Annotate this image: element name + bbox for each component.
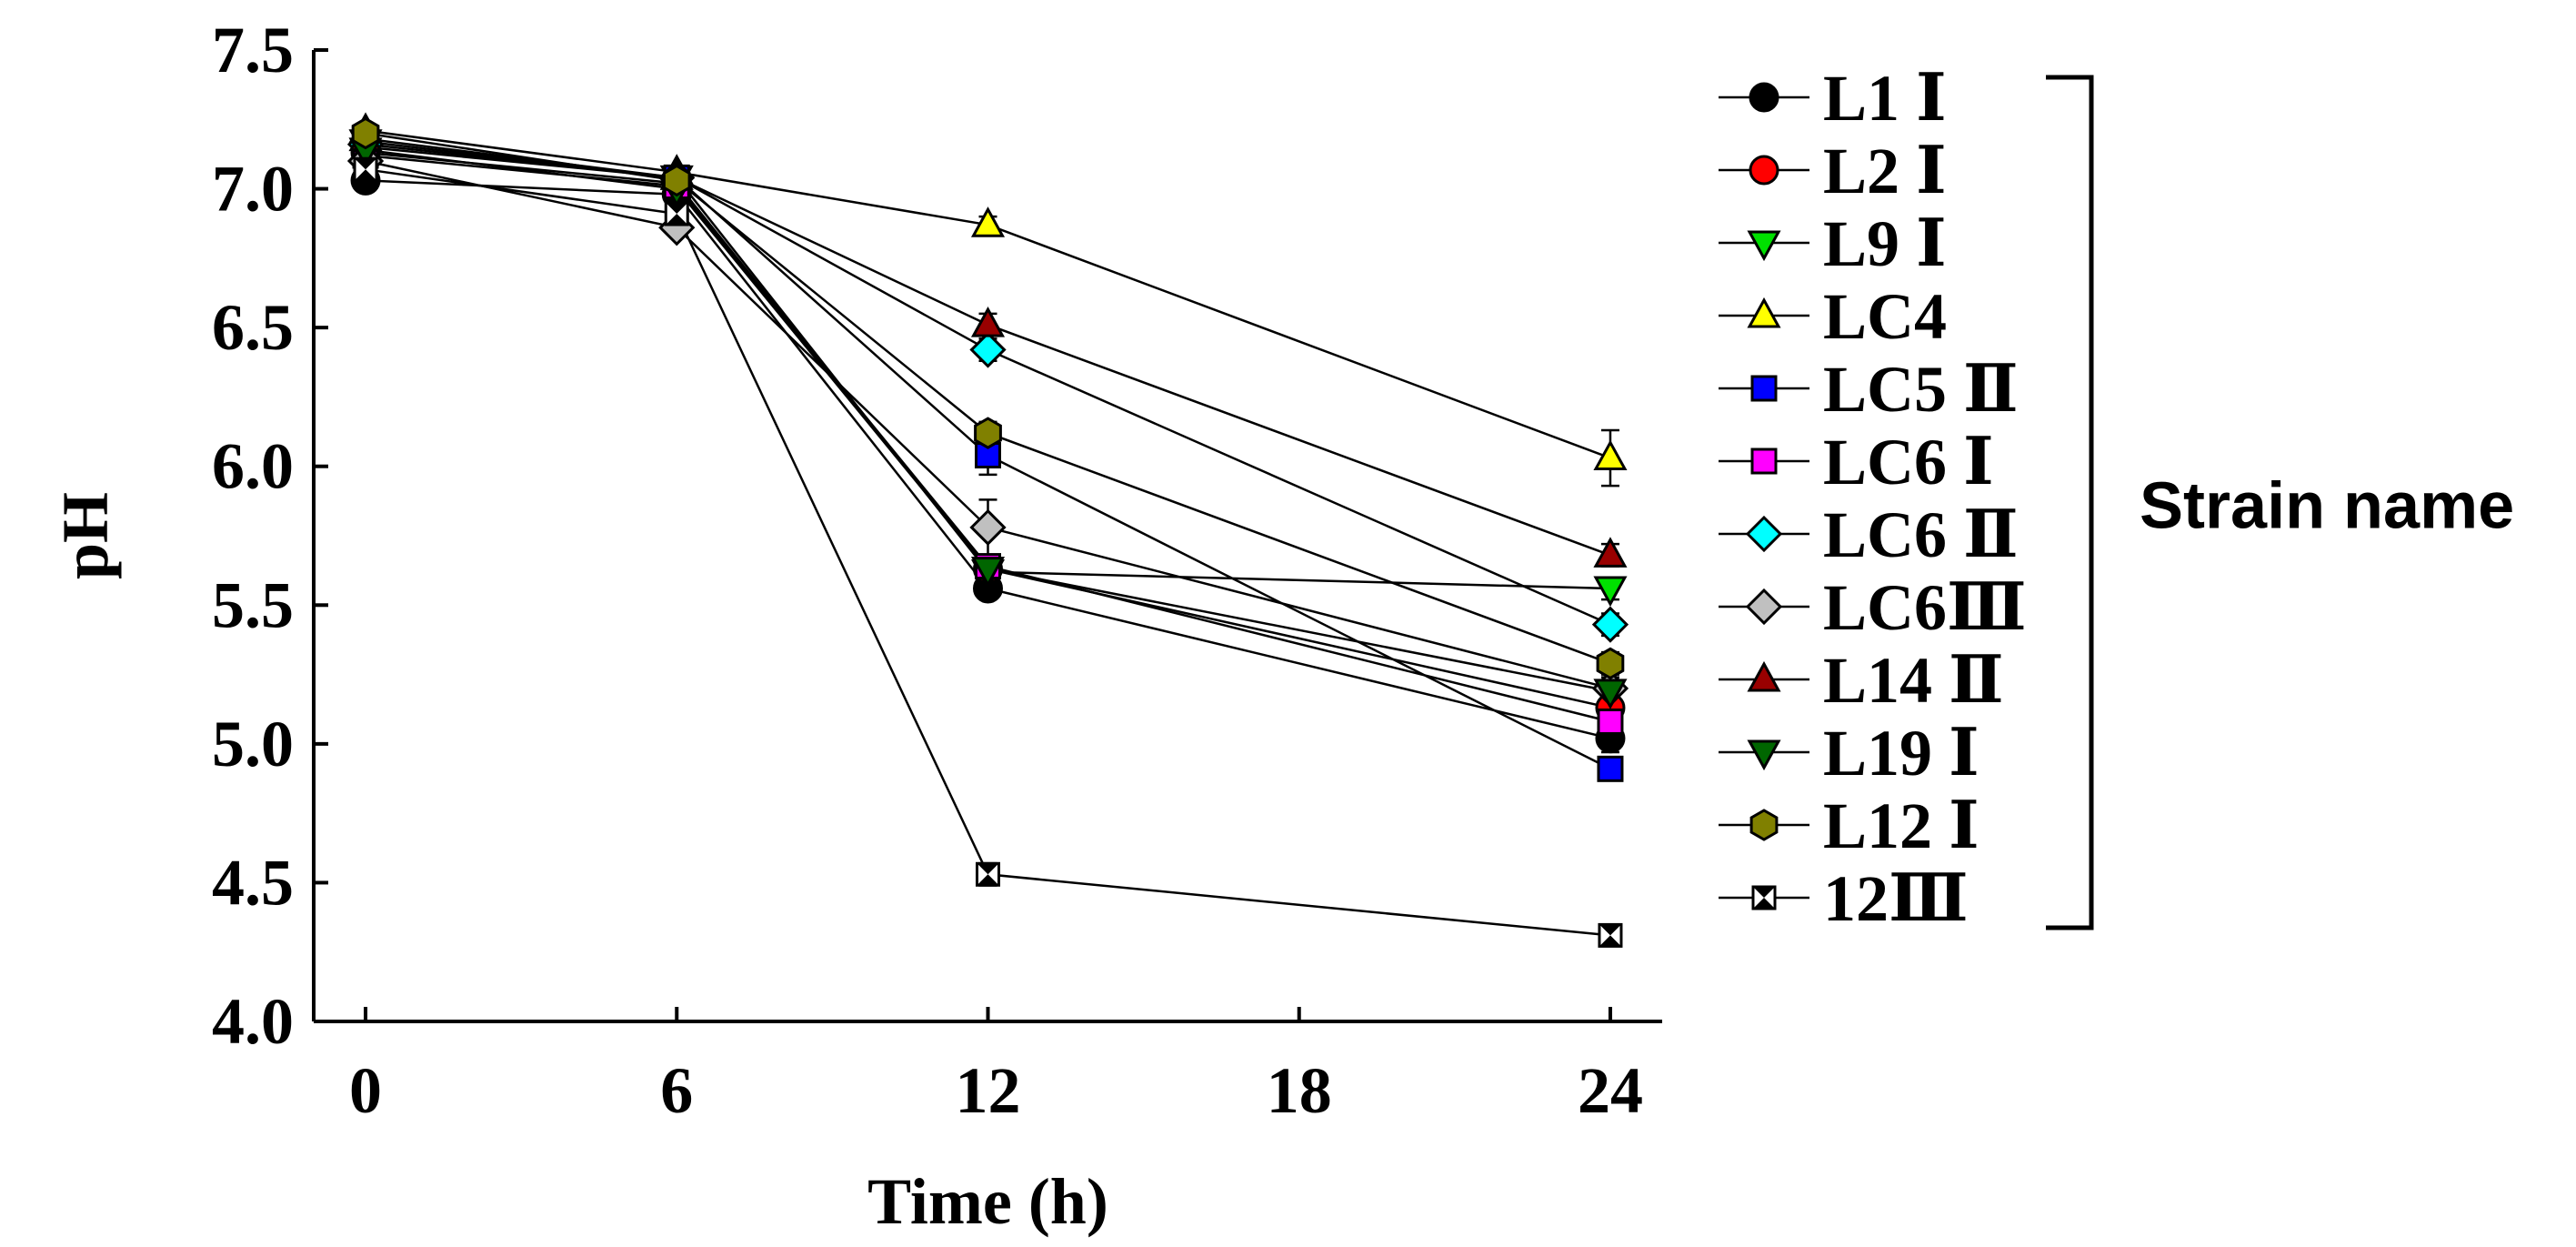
data-point — [974, 417, 1002, 449]
x-tick-label: 12 — [956, 1054, 1021, 1127]
legend-marker — [1750, 375, 1778, 402]
x-tick-label: 24 — [1578, 1054, 1643, 1127]
legend-group-label: Strain name — [2140, 470, 2514, 543]
legend-marker — [1747, 660, 1781, 692]
series-line — [365, 129, 1611, 459]
legend-marker — [1745, 588, 1783, 626]
data-point — [1597, 708, 1624, 735]
legend-marker — [1745, 515, 1783, 553]
series-line — [365, 146, 1611, 770]
legend-label: L12 Ⅰ — [1823, 789, 1980, 862]
legend-item: LC6 Ⅱ — [1719, 498, 2019, 571]
legend-item: L12 Ⅰ — [1719, 789, 1980, 862]
x-tick-label: 0 — [349, 1054, 382, 1127]
y-tick-label: 4.5 — [212, 846, 294, 919]
y-tick-label: 6.0 — [212, 430, 294, 503]
legend-item: 12Ⅲ — [1719, 862, 1969, 935]
data-point — [1598, 922, 1623, 948]
legend-label: LC6 Ⅱ — [1823, 498, 2019, 571]
legend-label: LC4 — [1823, 280, 1947, 353]
legend-label: L9 Ⅰ — [1823, 207, 1947, 280]
x-tick-label: 6 — [660, 1054, 693, 1127]
data-point — [662, 164, 691, 197]
legend-label: LC5 Ⅱ — [1823, 353, 2019, 426]
data-point — [969, 508, 1007, 546]
data-point — [353, 156, 378, 182]
x-axis-title: Time (h) — [867, 1165, 1108, 1238]
series-line — [365, 148, 1611, 693]
data-point — [1593, 537, 1628, 568]
series-line — [365, 167, 1611, 937]
x-tick-label: 18 — [1267, 1054, 1332, 1127]
y-tick-label: 7.5 — [212, 14, 294, 86]
y-tick-label: 6.5 — [212, 291, 294, 364]
axes: 4.0 4.5 5.0 5.5 6.0 6.5 7.0 7.5 0 6 12 18 24 — [212, 14, 1662, 1127]
legend-item: L19 Ⅰ — [1719, 717, 1980, 789]
series-line — [365, 179, 1611, 740]
y-axis-title: pH — [49, 492, 122, 579]
y-tick-label: 5.0 — [212, 708, 294, 780]
series-markers — [346, 112, 1629, 948]
legend-label: 12Ⅲ — [1823, 862, 1969, 935]
data-point — [970, 557, 1006, 588]
legend-label: LC6 Ⅰ — [1823, 426, 1994, 498]
legend-label: L14 Ⅱ — [1823, 644, 2004, 717]
legend-item: L1 Ⅰ — [1719, 62, 1947, 135]
data-point — [1593, 576, 1628, 608]
y-tick-label: 4.0 — [212, 985, 294, 1058]
series-line — [365, 132, 1611, 665]
data-point — [351, 116, 380, 150]
series-line — [365, 143, 1611, 626]
legend-marker — [1751, 885, 1777, 910]
legend-marker — [1749, 809, 1779, 841]
legend-marker — [1749, 155, 1779, 186]
legend-marker — [1747, 739, 1781, 771]
series-line — [365, 137, 1611, 557]
y-tick-label: 7.0 — [212, 153, 294, 226]
legend-item: L14 Ⅱ — [1719, 644, 2004, 717]
legend-marker — [1749, 82, 1779, 113]
y-axis-ticks: 4.0 4.5 5.0 5.5 6.0 6.5 7.0 7.5 — [212, 14, 328, 1058]
legend-item: LC5 Ⅱ — [1719, 353, 2019, 426]
legend-marker — [1747, 297, 1781, 328]
legend-marker — [1750, 448, 1778, 475]
legend-marker — [1747, 230, 1781, 262]
legend-label: LC6Ⅲ — [1823, 571, 2027, 644]
data-point — [1593, 679, 1628, 709]
x-axis-ticks: 0 6 12 18 24 — [349, 1007, 1643, 1127]
data-point — [969, 331, 1007, 368]
legend-bracket — [2046, 75, 2094, 930]
data-point — [1591, 606, 1629, 643]
data-point — [1597, 755, 1624, 782]
series-lines — [365, 129, 1611, 937]
legend-item: LC6 Ⅰ — [1719, 426, 1994, 498]
data-point — [970, 306, 1006, 337]
legend-item: LC4 — [1719, 280, 1947, 353]
data-point — [976, 861, 1000, 887]
y-tick-label: 5.5 — [212, 568, 294, 641]
legend-item: L2 Ⅰ — [1719, 135, 1947, 207]
legend-label: L19 Ⅰ — [1823, 717, 1980, 789]
data-point — [1596, 647, 1625, 680]
legend-label: L1 Ⅰ — [1823, 62, 1947, 135]
data-point — [970, 206, 1006, 237]
legend-label: L2 Ⅰ — [1823, 135, 1947, 207]
data-point — [1593, 439, 1628, 471]
legend-item: L9 Ⅰ — [1719, 207, 1947, 280]
data-point — [664, 201, 689, 226]
legend-item: LC6Ⅲ — [1719, 571, 2027, 644]
